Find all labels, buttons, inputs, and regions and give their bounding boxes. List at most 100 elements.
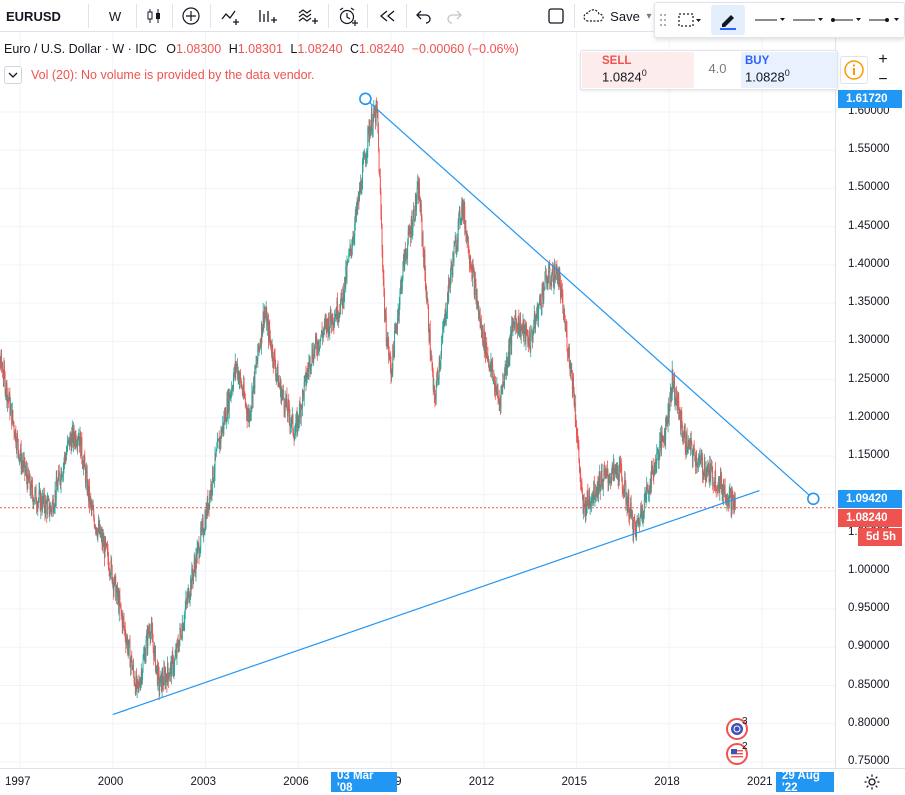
candle-body xyxy=(282,389,284,393)
legend-low-value: 1.08240 xyxy=(297,42,343,56)
object-tree-icon[interactable] xyxy=(673,3,705,37)
candle-body xyxy=(351,245,353,248)
candle-body xyxy=(511,324,513,328)
candle-body xyxy=(15,429,17,445)
candle-body xyxy=(215,450,217,457)
legend-title[interactable]: Euro / U.S. Dollar · W · IDC xyxy=(4,42,157,56)
candle-body xyxy=(731,491,733,494)
candles-icon[interactable] xyxy=(140,0,168,32)
candle-body xyxy=(482,326,484,342)
candle-body xyxy=(543,288,545,290)
line-width-icon[interactable] xyxy=(789,3,827,37)
candle-body xyxy=(442,326,444,328)
candle-body xyxy=(256,360,258,364)
alarm-clock-icon[interactable] xyxy=(333,0,363,32)
interval-button[interactable]: W xyxy=(108,8,122,24)
candle-body xyxy=(125,640,127,645)
candle-body xyxy=(279,385,281,389)
candle-body xyxy=(183,625,184,631)
pencil-color-icon[interactable] xyxy=(711,5,745,35)
candle-body xyxy=(181,623,183,639)
candle-body xyxy=(586,507,588,515)
candle-body xyxy=(396,328,398,330)
candle-body xyxy=(656,452,658,465)
candle-body xyxy=(555,277,557,281)
candle-body xyxy=(366,156,368,158)
candle-body xyxy=(705,468,707,481)
chart-settings-gear-icon[interactable] xyxy=(858,772,886,792)
candle-body xyxy=(707,463,709,470)
plus-circle-icon[interactable] xyxy=(176,0,206,32)
candle-body xyxy=(67,441,69,451)
candle-body xyxy=(300,406,302,418)
candle-body xyxy=(72,427,74,445)
candle-body xyxy=(733,500,734,508)
price-axis-tick-label: 1.20000 xyxy=(848,410,890,423)
buy-button[interactable]: BUY 1.08280 xyxy=(741,52,837,88)
candle-body xyxy=(467,236,469,253)
candle-body xyxy=(547,280,549,284)
candle-body xyxy=(105,543,107,545)
candle-body xyxy=(488,359,490,367)
candle-body xyxy=(290,424,292,425)
time-axis-tick-label: 2018 xyxy=(654,776,680,788)
candle-body xyxy=(26,477,28,489)
candle-body xyxy=(379,176,381,193)
bar-countdown-tag: 5d 5h xyxy=(858,528,902,546)
drag-handle-icon[interactable] xyxy=(657,3,669,37)
redo-icon[interactable] xyxy=(440,0,468,32)
candle-body xyxy=(558,275,560,285)
candle-body xyxy=(335,313,337,318)
sell-button[interactable]: SELL 1.08240 xyxy=(582,52,694,88)
candle-body xyxy=(237,371,239,378)
line-end-icon[interactable] xyxy=(865,3,903,37)
us-event-badge[interactable] xyxy=(726,743,748,765)
candle-body xyxy=(101,532,103,545)
candle-body xyxy=(496,385,498,392)
collapse-chevron-icon[interactable] xyxy=(4,66,22,84)
candle-body xyxy=(210,484,212,497)
candle-body xyxy=(672,369,674,386)
candle-body xyxy=(734,499,736,509)
save-button[interactable]: Save xyxy=(610,8,640,24)
candle-body xyxy=(472,266,474,268)
candle-body xyxy=(464,226,466,229)
line-start-icon[interactable] xyxy=(827,3,865,37)
candle-body xyxy=(206,507,208,517)
candle-body xyxy=(228,393,230,411)
candle-body xyxy=(607,475,609,483)
candle-body xyxy=(523,319,525,338)
candle-body xyxy=(73,428,74,445)
line-style-icon[interactable] xyxy=(751,3,789,37)
candle-body xyxy=(334,318,335,325)
candle-body xyxy=(506,360,508,370)
candle-body xyxy=(117,594,119,598)
square-icon[interactable] xyxy=(542,0,570,32)
zoom-out-icon[interactable]: − xyxy=(870,70,896,90)
candle-body xyxy=(45,499,47,504)
info-icon[interactable] xyxy=(840,56,868,84)
zoom-in-icon[interactable]: + xyxy=(870,50,896,70)
cloud-icon[interactable] xyxy=(580,0,608,32)
candle-body xyxy=(498,398,500,400)
candle-body xyxy=(29,474,30,484)
candle-body xyxy=(624,479,626,486)
indicators-icon[interactable] xyxy=(252,0,286,32)
candle-body xyxy=(275,373,277,376)
undo-icon[interactable] xyxy=(410,0,438,32)
economic-event-badge[interactable] xyxy=(726,718,748,740)
candle-body xyxy=(491,364,493,372)
templates-icon[interactable] xyxy=(292,0,326,32)
candle-body xyxy=(345,266,347,278)
replay-icon[interactable] xyxy=(372,0,402,32)
candle-body xyxy=(231,387,233,390)
candle-body xyxy=(60,471,62,485)
candle-body xyxy=(253,376,255,387)
time-axis[interactable]: 199720002003200620092012201520182021 xyxy=(0,768,905,795)
price-axis[interactable]: 1.60000 1.55000 1.50000 1.45000 1.40000 1.350… xyxy=(835,32,905,768)
save-menu-chevron-icon[interactable]: ▾ xyxy=(646,10,652,22)
symbol-search-button[interactable]: EURUSD xyxy=(6,8,61,24)
candle-body xyxy=(62,474,64,476)
compare-icon[interactable] xyxy=(216,0,246,32)
